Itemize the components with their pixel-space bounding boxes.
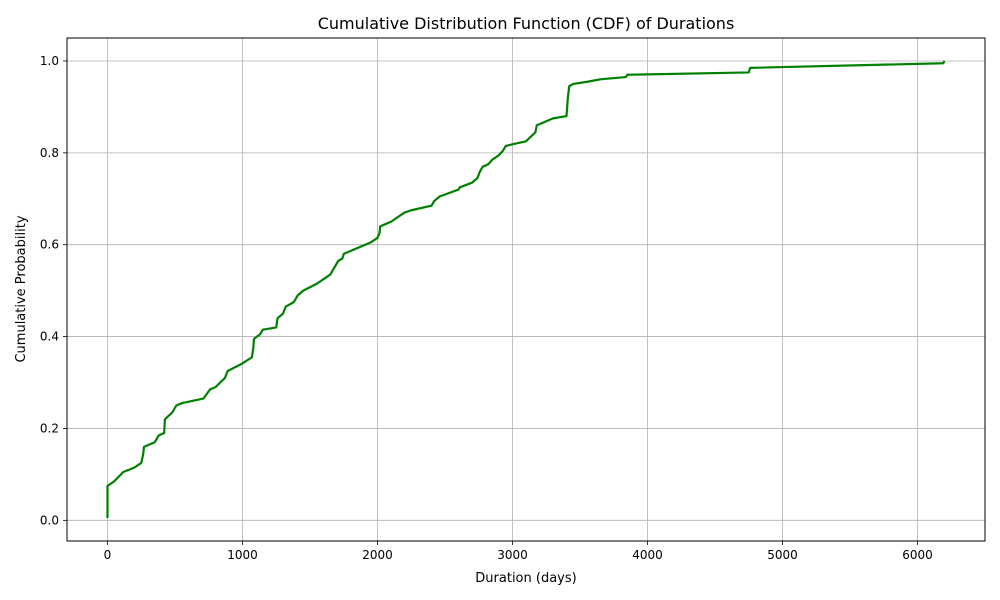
- cdf-series-line: [106, 60, 946, 519]
- y-axis-ticks: 0.0 0.2 0.4 0.6 0.8 1.0: [40, 54, 67, 527]
- x-tick-label: 0: [104, 548, 112, 562]
- x-axis-label: Duration (days): [475, 571, 576, 586]
- x-tick-label: 6000: [902, 548, 933, 562]
- plot-area-frame: [66, 37, 986, 542]
- x-tick-label: 3000: [497, 548, 528, 562]
- x-tick-label: 4000: [632, 548, 663, 562]
- y-axis-label: Cumulative Probability: [14, 215, 29, 362]
- x-axis-ticks: 0 1000 2000 3000 4000 5000 6000: [104, 541, 933, 562]
- x-tick-label: 5000: [767, 548, 798, 562]
- x-tick-label: 1000: [227, 548, 258, 562]
- y-tick-label: 0.8: [40, 146, 59, 160]
- y-tick-label: 1.0: [40, 54, 59, 68]
- grid-lines: [67, 38, 985, 541]
- x-tick-label: 2000: [362, 548, 393, 562]
- y-tick-label: 0.0: [40, 513, 59, 527]
- chart-title: Cumulative Distribution Function (CDF) o…: [318, 14, 735, 33]
- y-tick-label: 0.6: [40, 238, 59, 252]
- y-tick-label: 0.4: [40, 330, 59, 344]
- y-tick-label: 0.2: [40, 421, 59, 435]
